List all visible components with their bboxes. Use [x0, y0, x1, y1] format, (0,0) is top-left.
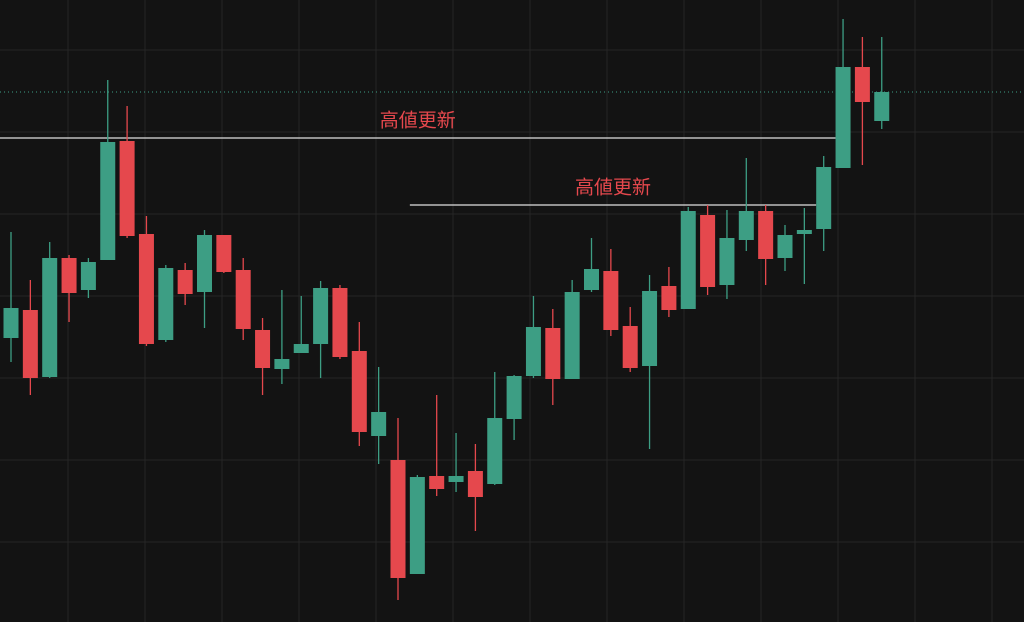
candle-body: [758, 211, 774, 259]
candle-body: [429, 476, 445, 489]
candle-body: [874, 92, 890, 121]
candle-body: [545, 328, 561, 379]
candle-body: [467, 471, 483, 497]
candle-body: [177, 270, 193, 294]
candle-body: [22, 310, 38, 378]
candle-body: [584, 269, 599, 290]
candle-body: [738, 211, 754, 240]
candle-body: [216, 235, 232, 272]
annotation-label: 高値更新: [575, 177, 651, 199]
candle-body: [313, 288, 329, 344]
candle-body: [564, 292, 580, 379]
candle-body: [661, 286, 677, 310]
candle-body: [3, 308, 19, 338]
candle-body: [525, 327, 541, 376]
candle-body: [854, 67, 870, 102]
candle-body: [61, 258, 77, 293]
candle-body: [816, 167, 832, 229]
candle-body: [603, 271, 619, 330]
candle-body: [680, 211, 696, 309]
candle-body: [371, 412, 387, 436]
candle-body: [506, 376, 522, 419]
candle-body: [777, 235, 793, 258]
candle-body: [622, 326, 638, 368]
candle-body: [119, 141, 135, 236]
candle-body: [80, 262, 96, 290]
candle-body: [332, 288, 348, 357]
candle-body: [409, 477, 425, 574]
candle-body: [293, 344, 309, 353]
candle-body: [197, 235, 212, 292]
candle-body: [100, 142, 116, 260]
candle-body: [138, 234, 154, 344]
candle-body: [700, 215, 716, 287]
candle-body: [351, 351, 367, 432]
candle-body: [235, 270, 251, 329]
candle-body: [835, 67, 851, 168]
candle-body: [274, 359, 290, 369]
candle-body: [719, 238, 735, 285]
candle-body: [390, 460, 406, 578]
candle-body: [487, 418, 503, 484]
candle-body: [796, 230, 812, 234]
annotation-label: 高値更新: [380, 110, 456, 132]
candle-body: [642, 291, 658, 366]
candle-body: [255, 330, 271, 368]
candle-body: [42, 258, 58, 377]
candle-body: [158, 268, 174, 340]
candle-body: [448, 476, 464, 482]
